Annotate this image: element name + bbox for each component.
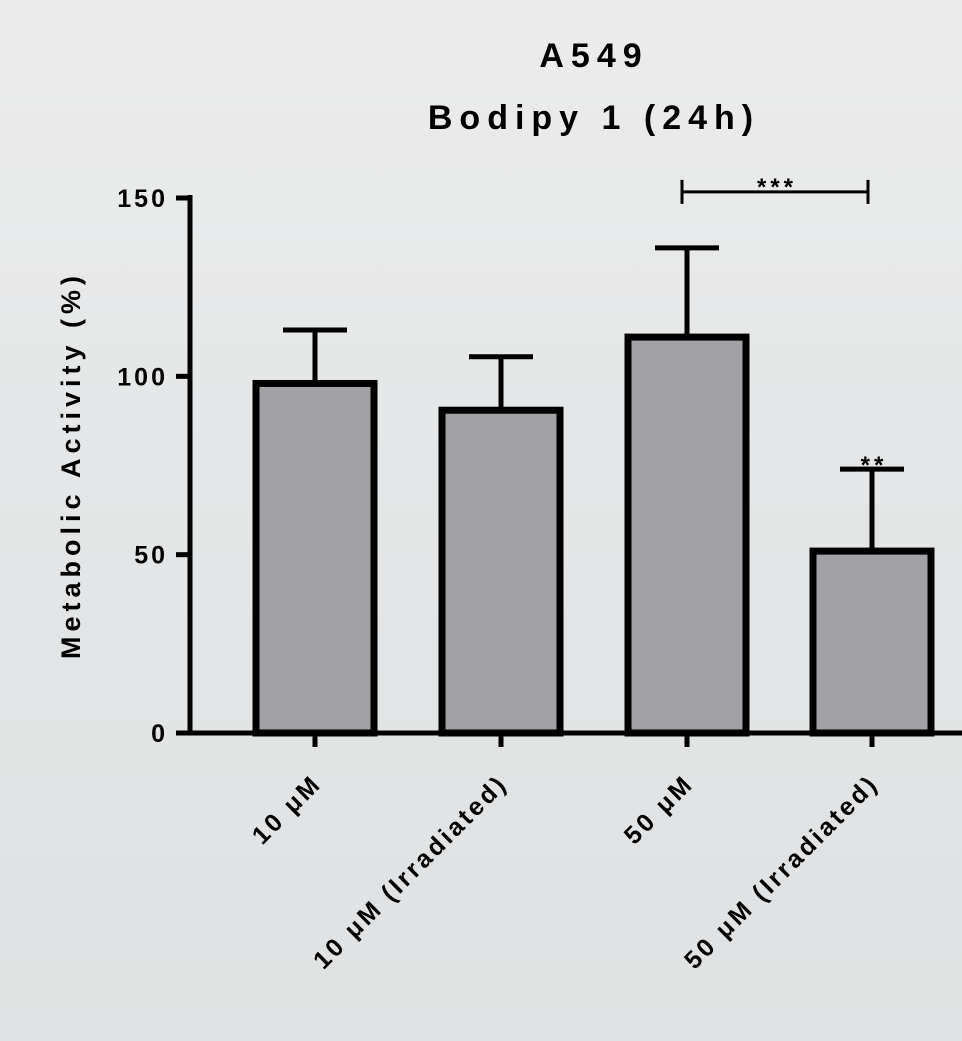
bracket-label: ***	[757, 174, 797, 201]
y-tick-label: 150	[117, 185, 168, 213]
y-tick-label: 50	[134, 542, 168, 570]
bar	[624, 333, 750, 737]
x-tick-label: 10 μM	[247, 769, 328, 850]
chart-title: A549	[539, 37, 648, 75]
y-tick-label: 100	[117, 363, 168, 391]
x-tick-label: 50 μM	[619, 769, 700, 850]
significance-label: **	[861, 452, 888, 479]
chart-subtitle: Bodipy 1 (24h)	[428, 99, 760, 137]
bar	[809, 547, 935, 737]
x-tick-label: 10 μM (Irradiated)	[308, 769, 513, 974]
axes	[176, 195, 962, 747]
x-tick-label: 50 μM (Irradiated)	[679, 769, 884, 974]
bars	[252, 245, 935, 737]
bar	[252, 379, 378, 737]
y-tick-label: 0	[151, 720, 168, 748]
bar	[438, 406, 564, 737]
y-axis-label: Metabolic Activity (%)	[56, 271, 86, 659]
annotations: *****	[680, 174, 888, 479]
